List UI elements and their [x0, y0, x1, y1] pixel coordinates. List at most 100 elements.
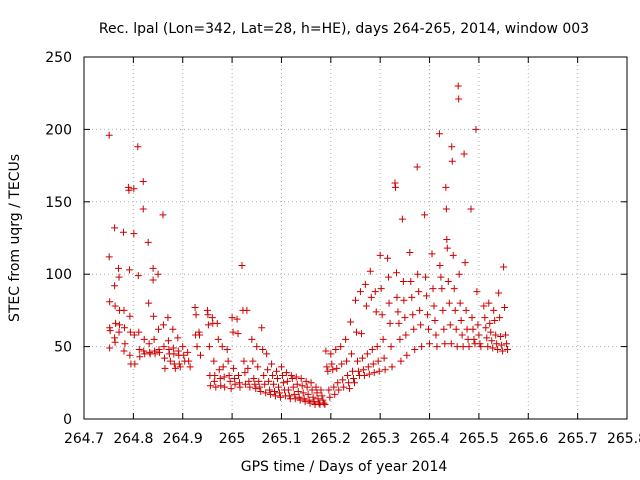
data-point: [496, 314, 504, 322]
data-point: [219, 363, 227, 371]
data-point: [186, 363, 194, 371]
data-point: [489, 344, 497, 352]
data-point: [251, 380, 259, 388]
data-point: [273, 367, 281, 375]
data-point: [416, 306, 424, 314]
y-tick-label: 150: [45, 195, 72, 211]
data-point: [449, 251, 457, 259]
data-point: [210, 357, 218, 365]
data-point: [396, 335, 404, 343]
data-point: [328, 360, 336, 368]
data-point: [250, 374, 258, 382]
data-point: [229, 328, 237, 336]
data-point: [166, 357, 174, 365]
data-point: [319, 396, 327, 404]
data-point: [266, 386, 274, 394]
data-point: [322, 347, 330, 355]
data-point: [452, 325, 460, 333]
data-point: [164, 314, 172, 322]
data-point: [249, 357, 257, 365]
data-point: [377, 285, 385, 293]
data-point: [220, 373, 228, 381]
data-point: [159, 321, 167, 329]
data-point: [185, 357, 193, 365]
data-point: [126, 351, 134, 359]
data-point: [395, 319, 403, 327]
data-point: [140, 347, 148, 355]
data-point: [483, 334, 491, 342]
data-point: [276, 393, 284, 401]
x-tick-label: 265.6: [508, 431, 548, 447]
data-point: [385, 273, 393, 281]
data-point: [299, 389, 307, 397]
data-point: [156, 348, 164, 356]
data-point: [431, 317, 439, 325]
x-tick-label: 265.4: [409, 431, 449, 447]
data-point: [393, 293, 401, 301]
data-point: [358, 354, 366, 362]
data-point: [131, 360, 139, 368]
data-point: [150, 312, 158, 320]
data-point: [279, 379, 287, 387]
data-point: [484, 343, 492, 351]
data-point: [312, 383, 320, 391]
data-point: [238, 262, 246, 270]
data-point: [467, 205, 475, 213]
data-point: [258, 324, 266, 332]
data-point: [376, 251, 384, 259]
data-point: [460, 150, 468, 158]
data-point: [386, 319, 394, 327]
data-point: [171, 364, 179, 372]
data-point: [488, 337, 496, 345]
data-point: [359, 366, 367, 374]
data-point: [417, 321, 425, 329]
data-point: [468, 314, 476, 322]
data-point: [139, 178, 147, 186]
data-point: [340, 383, 348, 391]
data-point: [257, 387, 265, 395]
data-point: [262, 389, 270, 397]
data-point: [456, 299, 464, 307]
data-point: [214, 335, 222, 343]
data-point: [500, 263, 508, 271]
data-point: [292, 373, 300, 381]
data-point: [111, 224, 119, 232]
data-point: [447, 340, 455, 348]
y-tick-label: 250: [45, 50, 72, 66]
data-point: [380, 354, 388, 362]
data-point: [216, 374, 224, 382]
data-point: [314, 395, 322, 403]
data-point: [352, 296, 359, 304]
x-tick-label: 264.7: [64, 431, 104, 447]
data-point: [337, 343, 345, 351]
data-point: [179, 343, 187, 351]
data-point: [455, 270, 463, 278]
data-point: [149, 264, 157, 272]
data-point: [120, 306, 128, 314]
data-point: [365, 370, 373, 378]
data-point: [402, 331, 410, 339]
data-point: [454, 82, 462, 90]
data-point: [458, 331, 466, 339]
data-point: [443, 244, 451, 252]
data-point: [230, 364, 238, 372]
data-point: [367, 293, 375, 301]
data-point: [256, 383, 264, 391]
data-point: [305, 396, 313, 404]
data-point: [205, 343, 213, 351]
data-point: [373, 343, 381, 351]
data-point: [406, 248, 414, 256]
data-point: [463, 325, 471, 333]
data-point: [418, 343, 426, 351]
data-point: [503, 340, 511, 348]
data-point: [284, 386, 292, 394]
data-point: [289, 383, 297, 391]
data-point: [423, 292, 431, 300]
data-point: [457, 317, 465, 325]
data-point: [155, 325, 163, 333]
data-point: [255, 377, 263, 385]
data-point: [414, 270, 422, 278]
data-point: [369, 360, 377, 368]
data-point: [391, 183, 399, 191]
